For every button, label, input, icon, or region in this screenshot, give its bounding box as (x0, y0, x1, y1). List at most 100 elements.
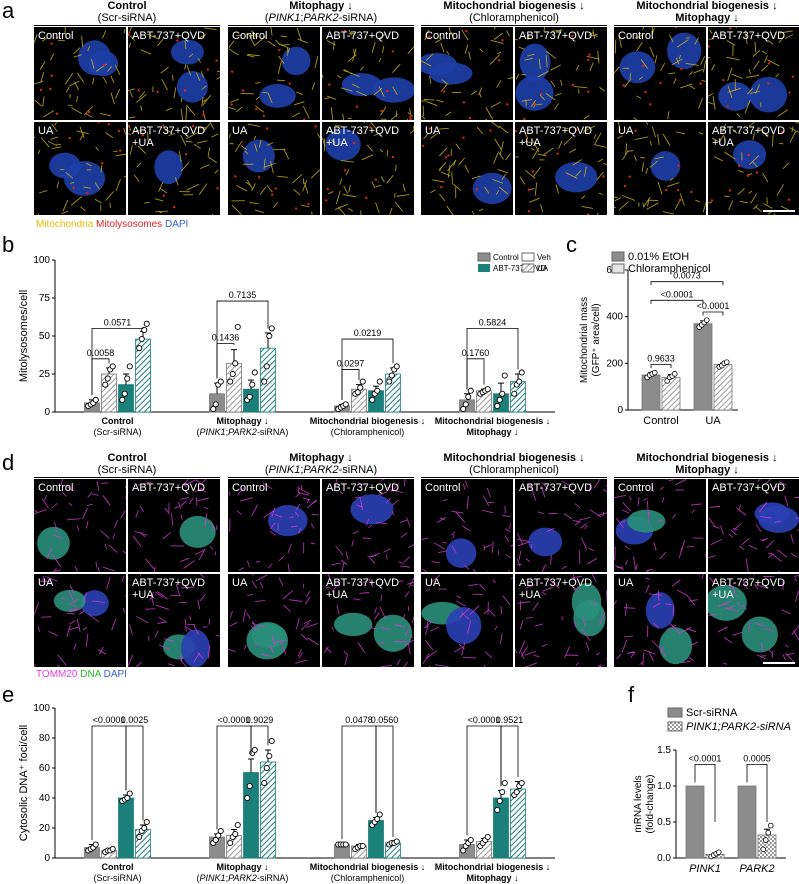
mitochondria-filament (483, 544, 492, 549)
mitolysosome-dot (680, 67, 683, 71)
mitochondria-filament (255, 105, 264, 113)
panel-letter-a: a (2, 0, 15, 23)
tile-label: ABT-737+QVD (712, 482, 786, 494)
mitolysosome-dot (50, 74, 53, 78)
mitochondria-filament (515, 649, 518, 654)
mitochondria-filament (671, 58, 683, 66)
mitolysosome-dot (628, 175, 631, 178)
mitochondria-filament (534, 182, 538, 196)
mitochondria-filament (211, 213, 214, 215)
data-point (141, 824, 148, 832)
mitochondria-filament (430, 574, 441, 584)
mitolysosome-dot (642, 64, 645, 67)
mitochondria-filament (618, 35, 622, 48)
micrograph-image (132, 479, 218, 572)
micrograph-image (708, 574, 799, 665)
nucleus (667, 32, 702, 70)
mitochondria-filament (738, 504, 741, 511)
mitochondria-filament (153, 566, 156, 572)
mitochondria-filament (421, 115, 426, 120)
tile-label: Control (38, 30, 74, 42)
mitochondria-filament (216, 70, 220, 73)
mitochondria-filament (178, 151, 182, 163)
mitochondria-filament (478, 208, 484, 212)
mitochondria-filament (370, 552, 381, 558)
nucleus (179, 515, 216, 548)
mitochondria-filament (288, 599, 303, 602)
mitochondria-filament (660, 646, 665, 652)
mitochondria-filament (128, 42, 132, 48)
data-point (484, 386, 491, 393)
nucleus (528, 527, 563, 557)
mitochondria-filament (62, 491, 67, 497)
mitochondria-filament (181, 586, 195, 589)
mitochondria-filament (254, 209, 264, 213)
mitolysosome-dot (262, 114, 266, 118)
mitochondria-filament (404, 479, 406, 487)
mitochondria-filament (426, 588, 431, 592)
mitochondria-filament (111, 618, 117, 631)
mitochondria-filament (208, 618, 211, 625)
mitolysosome-dot (527, 188, 531, 191)
mitochondria-filament (343, 194, 357, 198)
mitochondria-filament (561, 481, 573, 488)
nucleus (259, 83, 296, 108)
mitochondria-filament (461, 525, 471, 532)
micrograph-tile: UA (228, 122, 320, 215)
mitolysosome-dot (409, 115, 412, 119)
data-point (249, 381, 256, 388)
subtitle-part: (Scr-siRNA) (97, 12, 157, 24)
mitochondria-filament (194, 488, 203, 493)
mitochondria-filament (665, 603, 672, 605)
micrograph-tile: UA (34, 574, 126, 667)
mitolysosome-dot (325, 199, 328, 202)
data-point (376, 811, 383, 818)
mitochondria-filament (742, 579, 748, 590)
mitochondria-filament (760, 64, 769, 72)
mitolysosome-dot (475, 188, 479, 191)
mitochondria-filament (578, 516, 591, 521)
group-header: Mitochondrial biogenesis ↓ (Chloramphenic… (421, 452, 607, 478)
subtitle-part: ( (264, 464, 269, 476)
p-value: <0.0001 (689, 753, 722, 763)
mitochondria-filament (180, 655, 183, 662)
mitolysosome-dot (173, 205, 176, 209)
legend-swatch (667, 721, 683, 732)
mitochondria-filament (378, 641, 385, 644)
mitochondria-filament (95, 561, 98, 568)
mitochondria-filament (295, 659, 308, 664)
data-point (760, 846, 767, 853)
mitolysosome-dot (141, 133, 145, 137)
mitochondria-filament (584, 125, 596, 132)
micrograph-tile: ABT-737+QVD +UA (708, 574, 799, 667)
mitochondria-filament (85, 113, 93, 118)
mitochondria-filament (379, 606, 387, 620)
mitolysosome-dot (465, 29, 468, 33)
mitochondria-filament (624, 78, 632, 88)
mitochondria-filament (137, 145, 147, 155)
mitochondria-filament (573, 621, 577, 628)
mitochondria-filament (76, 618, 81, 632)
mitochondria-filament (107, 65, 113, 72)
mitochondria-filament (293, 101, 305, 106)
mitochondria-filament (563, 513, 573, 520)
p-value: 0.0571 (104, 317, 132, 327)
mitochondria-filament (753, 574, 755, 576)
mitochondria-filament (598, 664, 604, 667)
mitochondria-filament (302, 497, 311, 501)
group-sublabel: (Scr-siRNA) (94, 873, 142, 883)
mitochondria-filament (409, 108, 412, 115)
mitochondria-filament (56, 181, 60, 188)
mitochondria-filament (326, 40, 336, 46)
mitolysosome-dot (314, 125, 317, 128)
group-title: Mitochondrial biogenesis ↓ (443, 452, 585, 464)
mitochondria-filament (471, 175, 481, 180)
mitochondria-filament (65, 171, 74, 179)
mitochondria-filament (389, 207, 393, 215)
mitochondria-filament (239, 497, 254, 502)
mitochondria-filament (193, 143, 201, 149)
mitolysosome-dot (649, 103, 652, 106)
mitochondria-filament (316, 133, 320, 139)
mitochondria-filament (97, 566, 100, 572)
mitolysosome-dot (622, 84, 625, 87)
